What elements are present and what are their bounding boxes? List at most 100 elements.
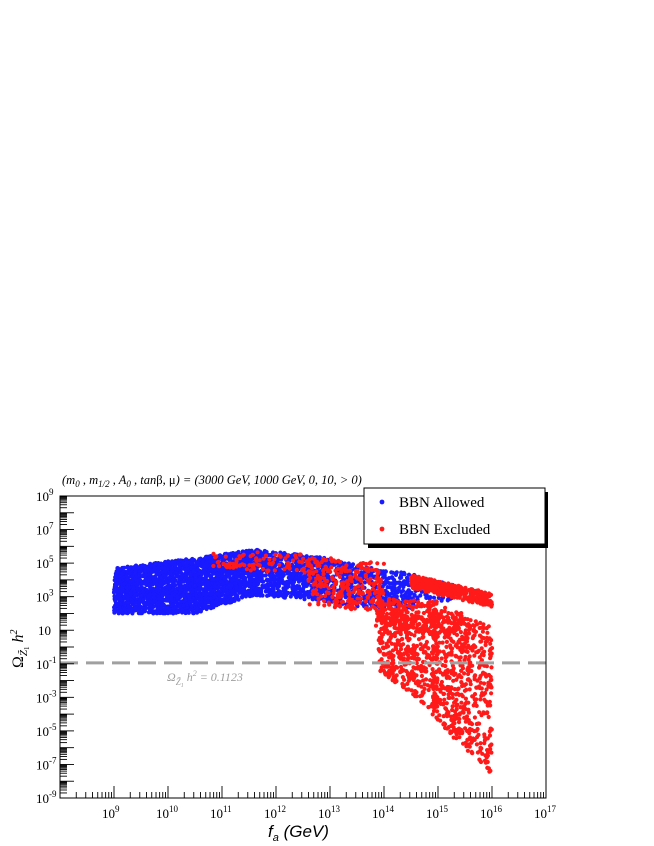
data-point — [482, 758, 488, 763]
data-point — [363, 599, 368, 604]
data-point — [385, 585, 390, 590]
data-point — [125, 588, 130, 594]
data-point — [211, 604, 216, 609]
data-point — [112, 605, 117, 610]
data-point — [387, 592, 392, 597]
data-point — [416, 637, 422, 642]
data-point — [285, 579, 290, 585]
data-point — [477, 710, 482, 715]
data-point — [253, 578, 258, 583]
data-point — [232, 598, 237, 603]
data-point — [401, 604, 406, 609]
data-point — [326, 586, 331, 591]
data-point — [443, 659, 448, 664]
data-point — [453, 643, 458, 648]
data-point — [153, 598, 158, 603]
data-point — [465, 748, 470, 753]
data-point — [254, 556, 259, 561]
data-point — [267, 557, 272, 562]
data-point — [275, 586, 280, 591]
data-point — [407, 600, 412, 605]
data-point — [125, 565, 130, 570]
data-point — [336, 566, 341, 572]
data-point — [386, 675, 391, 680]
data-point — [313, 580, 318, 585]
data-point — [417, 679, 422, 684]
data-point — [351, 601, 356, 606]
data-point — [178, 570, 183, 575]
data-point — [480, 629, 485, 634]
data-point — [286, 564, 291, 569]
data-point — [460, 683, 465, 689]
data-point — [378, 577, 383, 582]
data-point — [379, 617, 384, 622]
data-point — [449, 714, 454, 719]
data-point — [248, 581, 253, 587]
data-point — [467, 721, 472, 726]
data-point — [434, 670, 439, 675]
data-point — [448, 730, 453, 736]
data-point — [146, 594, 151, 599]
data-point — [250, 552, 255, 557]
data-point — [157, 583, 162, 588]
data-point — [288, 594, 293, 599]
data-point — [484, 687, 489, 692]
data-point — [198, 609, 203, 614]
data-point — [407, 647, 412, 652]
data-point — [365, 607, 370, 612]
data-point — [211, 563, 216, 569]
data-point — [411, 598, 417, 603]
data-point — [459, 644, 464, 649]
data-point — [470, 751, 475, 756]
data-point — [431, 686, 436, 692]
data-point — [219, 579, 224, 584]
data-point — [124, 574, 129, 579]
data-point — [458, 705, 463, 710]
data-point — [336, 558, 341, 564]
data-point — [400, 588, 406, 593]
data-point — [423, 669, 429, 674]
data-point — [470, 647, 475, 653]
data-point — [449, 611, 454, 616]
data-point — [120, 571, 125, 576]
data-point — [401, 642, 406, 647]
data-point — [390, 581, 395, 586]
data-point — [130, 607, 135, 612]
data-point — [208, 596, 213, 601]
data-point — [376, 598, 381, 603]
data-point — [450, 704, 455, 709]
data-point — [278, 573, 283, 579]
data-point — [315, 563, 320, 569]
data-point — [407, 636, 412, 642]
data-point — [244, 589, 249, 594]
data-point — [459, 700, 464, 705]
data-point — [123, 600, 128, 606]
data-point — [278, 591, 283, 596]
data-point — [335, 592, 340, 597]
data-point — [339, 570, 344, 575]
data-point — [329, 565, 334, 570]
data-point — [244, 567, 249, 572]
data-point — [401, 651, 407, 657]
data-point — [413, 681, 418, 686]
data-point — [117, 605, 122, 610]
data-point — [297, 564, 302, 570]
data-point — [118, 579, 123, 584]
data-point — [397, 585, 402, 590]
data-point — [458, 630, 463, 635]
data-point — [442, 721, 447, 726]
data-point — [390, 570, 396, 575]
data-point — [194, 610, 200, 615]
data-point — [270, 586, 276, 591]
data-point — [209, 577, 215, 583]
data-point — [268, 582, 273, 588]
data-point — [371, 581, 376, 586]
data-point — [163, 588, 169, 594]
data-point — [422, 682, 427, 687]
data-point — [448, 636, 453, 641]
data-point — [439, 609, 444, 614]
data-point — [377, 649, 383, 654]
data-point — [137, 598, 143, 603]
data-point — [387, 655, 392, 660]
